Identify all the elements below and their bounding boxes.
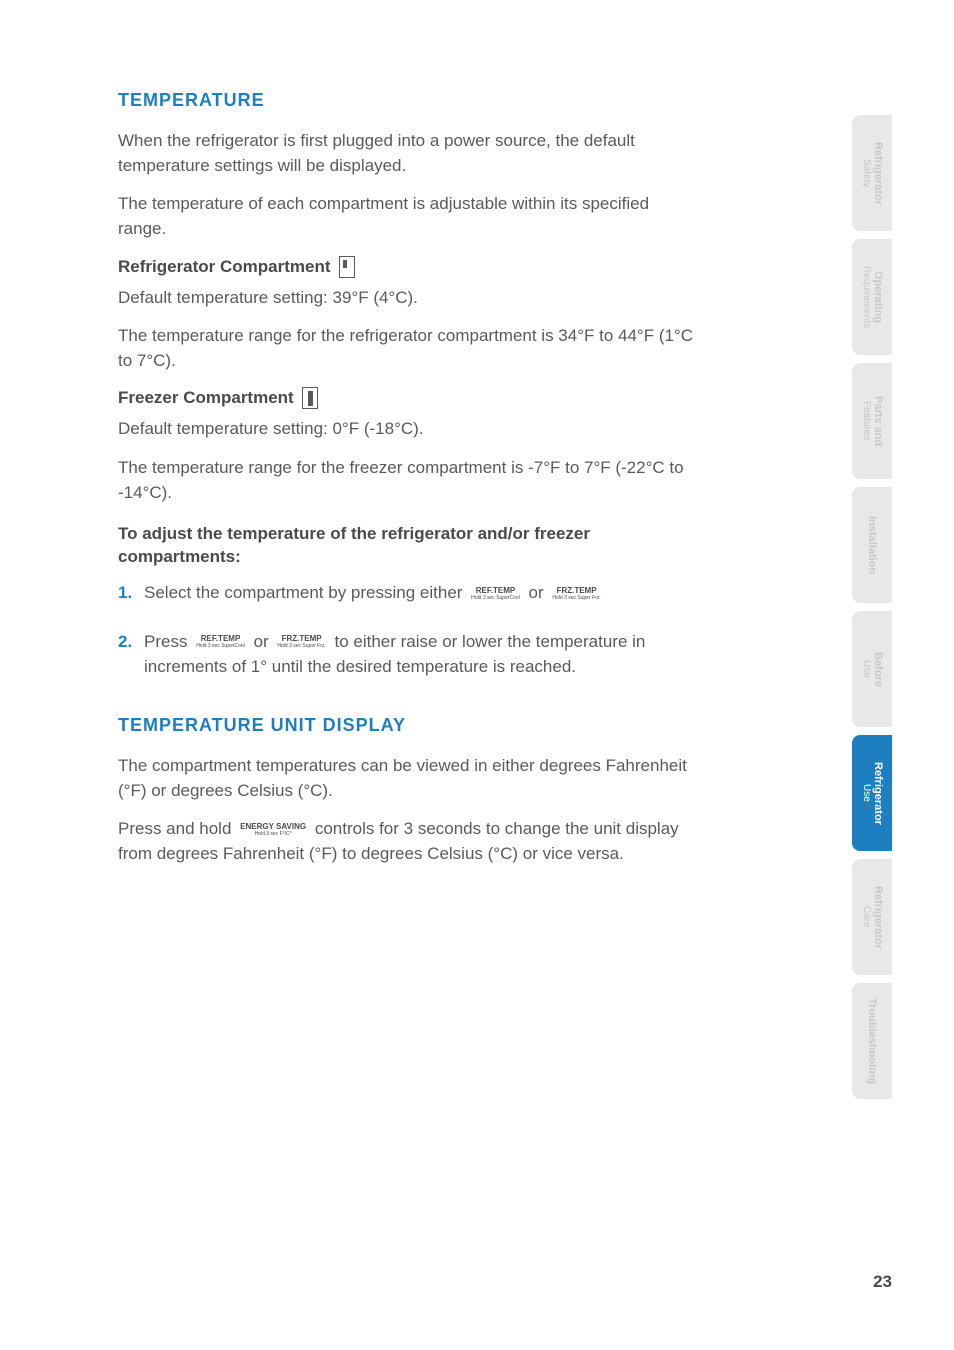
- text: Select the compartment by pressing eithe…: [144, 583, 467, 602]
- ordered-list-item: 2. Press REF.TEMP Hold 3 sec SuperCool o…: [118, 630, 700, 679]
- refrigerator-icon: [339, 256, 355, 278]
- freezer-icon: [302, 387, 318, 409]
- button-label-sub: Hold 3 sec F°/C°: [240, 832, 306, 837]
- frz-temp-button-icon: FRZ.TEMP Hold 3 sec Super Frz.: [552, 587, 600, 601]
- list-number: 2.: [118, 630, 134, 679]
- tab-installation[interactable]: Installation: [852, 487, 892, 603]
- ordered-list-item: 1. Select the compartment by pressing ei…: [118, 581, 700, 606]
- energy-saving-button-icon: ENERGY SAVING Hold 3 sec F°/C°: [240, 823, 306, 837]
- paragraph: Default temperature setting: 0°F (-18°C)…: [118, 417, 700, 442]
- tab-line2: Use: [861, 660, 872, 678]
- paragraph: The temperature range for the refrigerat…: [118, 324, 700, 373]
- paragraph: Default temperature setting: 39°F (4°C).: [118, 286, 700, 311]
- tab-line2: Features: [861, 401, 872, 440]
- section-heading-unit-display: TEMPERATURE UNIT DISPLAY: [118, 715, 700, 736]
- subheading-freezer-compartment: Freezer Compartment: [118, 387, 700, 409]
- text: Press: [144, 632, 192, 651]
- list-body: Press REF.TEMP Hold 3 sec SuperCool or F…: [144, 630, 700, 679]
- tab-refrigerator-safety[interactable]: RefrigeratorSafety: [852, 115, 892, 231]
- subheading-refrigerator-compartment: Refrigerator Compartment: [118, 256, 700, 278]
- button-label-sub: Hold 3 sec SuperCool: [196, 644, 245, 649]
- tab-line1: Refrigerator: [872, 886, 884, 949]
- tab-troubleshooting[interactable]: Troubleshooting: [852, 983, 892, 1099]
- page-number: 23: [873, 1272, 892, 1292]
- tab-before-use[interactable]: BeforeUse: [852, 611, 892, 727]
- button-label-top: ENERGY SAVING: [240, 822, 306, 831]
- tab-line2: Safety: [861, 159, 872, 187]
- text: Press and hold: [118, 819, 236, 838]
- button-label-sub: Hold 3 sec SuperCool: [471, 596, 520, 601]
- tab-line1: Installation: [866, 516, 878, 574]
- paragraph: The temperature range for the freezer co…: [118, 456, 700, 505]
- side-tabs: RefrigeratorSafety OperatingRequirements…: [852, 115, 892, 1099]
- tab-operating-requirements[interactable]: OperatingRequirements: [852, 239, 892, 355]
- list-body: Select the compartment by pressing eithe…: [144, 581, 700, 606]
- section-heading-temperature: TEMPERATURE: [118, 90, 700, 111]
- tab-refrigerator-care[interactable]: RefrigeratorCare: [852, 859, 892, 975]
- subheading-text: Freezer Compartment: [118, 388, 294, 408]
- tab-line2: Use: [861, 784, 872, 802]
- tab-line1: Refrigerator: [872, 142, 884, 205]
- subheading-text: Refrigerator Compartment: [118, 257, 331, 277]
- tab-line1: Refrigerator: [872, 762, 884, 825]
- text: or: [254, 632, 274, 651]
- text: or: [529, 583, 549, 602]
- button-label-top: FRZ.TEMP: [282, 634, 322, 643]
- section-temperature-unit: TEMPERATURE UNIT DISPLAY The compartment…: [118, 715, 700, 867]
- tab-line2: Care: [861, 906, 872, 928]
- tab-line1: Troubleshooting: [866, 998, 878, 1084]
- instructions-heading: To adjust the temperature of the refrige…: [118, 523, 700, 569]
- list-number: 1.: [118, 581, 134, 606]
- ref-temp-button-icon: REF.TEMP Hold 3 sec SuperCool: [471, 587, 520, 601]
- paragraph: When the refrigerator is first plugged i…: [118, 129, 700, 178]
- tab-line2: Requirements: [861, 266, 872, 328]
- tab-line1: Before: [872, 652, 884, 687]
- button-label-top: FRZ.TEMP: [557, 586, 597, 595]
- button-label-top: REF.TEMP: [476, 586, 516, 595]
- ref-temp-button-icon: REF.TEMP Hold 3 sec SuperCool: [196, 635, 245, 649]
- tab-parts-and-features[interactable]: Parts andFeatures: [852, 363, 892, 479]
- page-content: TEMPERATURE When the refrigerator is fir…: [0, 0, 780, 867]
- button-label-top: REF.TEMP: [201, 634, 241, 643]
- paragraph: The compartment temperatures can be view…: [118, 754, 700, 803]
- paragraph: The temperature of each compartment is a…: [118, 192, 700, 241]
- button-label-sub: Hold 3 sec Super Frz.: [277, 644, 325, 649]
- frz-temp-button-icon: FRZ.TEMP Hold 3 sec Super Frz.: [277, 635, 325, 649]
- paragraph: Press and hold ENERGY SAVING Hold 3 sec …: [118, 817, 700, 866]
- tab-line1: Parts and: [872, 396, 884, 446]
- tab-line1: Operating: [872, 271, 884, 323]
- button-label-sub: Hold 3 sec Super Frz.: [552, 596, 600, 601]
- tab-refrigerator-use[interactable]: RefrigeratorUse: [852, 735, 892, 851]
